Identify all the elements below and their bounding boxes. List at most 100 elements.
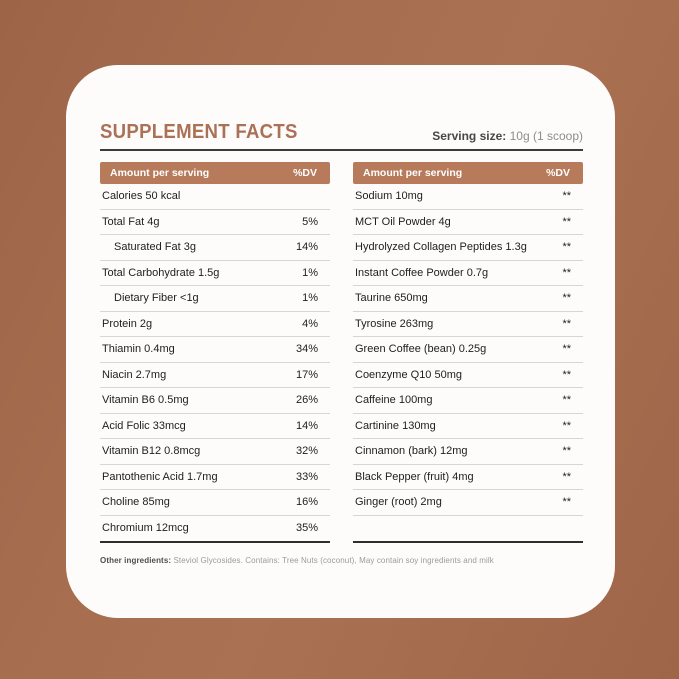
table-row: Black Pepper (fruit) 4mg ** xyxy=(353,465,583,490)
nutrient-name: Coenzyme Q10 50mg xyxy=(355,368,462,381)
nutrient-dv: 32% xyxy=(295,445,318,458)
rows-right: Sodium 10mg ** MCT Oil Powder 4g ** Hydrolyz… xyxy=(353,184,583,516)
nutrient-name: Choline 85mg xyxy=(102,496,170,509)
table-row: Pantothenic Acid 1.7mg 33% xyxy=(100,465,330,490)
nutrient-name: Sodium 10mg xyxy=(355,190,423,203)
nutrient-name: Niacin 2.7mg xyxy=(102,368,167,381)
amount-header-label: Amount per serving xyxy=(363,167,463,179)
nutrient-name: Vitamin B12 0.8mcg xyxy=(102,445,201,458)
nutrient-dv: ** xyxy=(562,292,571,305)
nutrient-dv: ** xyxy=(562,419,571,432)
table-row: Vitamin B12 0.8mcg 32% xyxy=(100,439,330,465)
nutrient-name: Cinnamon (bark) 12mg xyxy=(355,445,468,458)
nutrient-name: Protein 2g xyxy=(102,317,153,330)
nutrient-dv: ** xyxy=(562,266,571,279)
column-header-right: Amount per serving %DV xyxy=(353,162,583,184)
card-content: SUPPLEMENT FACTS Serving size: 10g (1 sc… xyxy=(100,65,583,565)
nutrient-name: Tyrosine 263mg xyxy=(355,317,434,330)
nutrient-dv: ** xyxy=(562,445,571,458)
nutrient-name: Hydrolyzed Collagen Peptides 1.3g xyxy=(355,241,527,254)
column-header-left: Amount per serving %DV xyxy=(100,162,330,184)
nutrient-name: MCT Oil Powder 4g xyxy=(355,215,451,228)
nutrient-dv: ** xyxy=(562,394,571,407)
nutrient-name: Vitamin B6 0.5mg xyxy=(102,394,189,407)
table-row: Ginger (root) 2mg ** xyxy=(353,490,583,516)
nutrient-name: Dietary Fiber <1g xyxy=(114,292,199,305)
table-row: Tyrosine 263mg ** xyxy=(353,312,583,337)
serving-size: Serving size: 10g (1 scoop) xyxy=(432,129,583,144)
nutrient-name: Saturated Fat 3g xyxy=(114,241,196,254)
table-row: Acid Folic 33mcg 14% xyxy=(100,414,330,439)
dv-header-label: %DV xyxy=(293,167,317,179)
table-row: MCT Oil Powder 4g ** xyxy=(353,210,583,235)
nutrient-name: Total Fat 4g xyxy=(102,215,160,228)
table-row: Instant Coffee Powder 0.7g ** xyxy=(353,261,583,286)
table-row: Cartinine 130mg ** xyxy=(353,414,583,439)
table-row: Choline 85mg 16% xyxy=(100,490,330,516)
table-row: Calories 50 kcal xyxy=(100,184,330,210)
nutrient-dv: 5% xyxy=(302,215,318,228)
amount-header-label: Amount per serving xyxy=(110,167,210,179)
nutrient-name: Total Carbohydrate 1.5g xyxy=(102,266,220,279)
serving-size-value: 10g (1 scoop) xyxy=(509,129,583,143)
nutrient-dv: 14% xyxy=(295,419,318,432)
nutrient-name: Ginger (root) 2mg xyxy=(355,496,442,509)
table-row: Saturated Fat 3g 14% xyxy=(100,235,330,261)
table-row: Total Carbohydrate 1.5g 1% xyxy=(100,261,330,286)
table-row: Niacin 2.7mg 17% xyxy=(100,363,330,388)
nutrient-dv: 34% xyxy=(295,343,318,356)
rows-left: Calories 50 kcal Total Fat 4g 5% Saturated … xyxy=(100,184,330,541)
nutrient-dv: ** xyxy=(562,317,571,330)
table-row: Coenzyme Q10 50mg ** xyxy=(353,363,583,388)
table-row: Dietary Fiber <1g 1% xyxy=(100,286,330,312)
nutrient-dv: ** xyxy=(562,190,571,203)
table-row: Green Coffee (bean) 0.25g ** xyxy=(353,337,583,363)
nutrient-dv: ** xyxy=(562,496,571,509)
page-title: SUPPLEMENT FACTS xyxy=(100,121,298,143)
table-row: Chromium 12mcg 35% xyxy=(100,516,330,542)
nutrient-dv: 33% xyxy=(295,470,318,483)
nutrient-dv: ** xyxy=(562,470,571,483)
nutrient-dv: 35% xyxy=(295,522,318,535)
dv-header-label: %DV xyxy=(546,167,570,179)
nutrient-name: Thiamin 0.4mg xyxy=(102,343,175,356)
nutrient-name: Taurine 650mg xyxy=(355,292,428,305)
nutrient-dv: 16% xyxy=(295,496,318,509)
nutrient-dv: 26% xyxy=(295,394,318,407)
header-row: SUPPLEMENT FACTS Serving size: 10g (1 sc… xyxy=(100,121,583,151)
nutrient-dv: 4% xyxy=(302,317,318,330)
other-ingredients-note: Other ingredients: Steviol Glycosides. C… xyxy=(100,556,583,565)
nutrient-name: Cartinine 130mg xyxy=(355,419,436,432)
table-row: Protein 2g 4% xyxy=(100,312,330,337)
nutrient-name: Caffeine 100mg xyxy=(355,394,433,407)
nutrient-dv: ** xyxy=(562,215,571,228)
nutrient-name: Instant Coffee Powder 0.7g xyxy=(355,266,489,279)
nutrient-name: Pantothenic Acid 1.7mg xyxy=(102,470,218,483)
nutrient-name: Acid Folic 33mcg xyxy=(102,419,186,432)
table-row: Sodium 10mg ** xyxy=(353,184,583,210)
table-row: Caffeine 100mg ** xyxy=(353,388,583,414)
nutrient-dv: 1% xyxy=(302,266,318,279)
nutrient-name: Green Coffee (bean) 0.25g xyxy=(355,343,487,356)
table-row: Vitamin B6 0.5mg 26% xyxy=(100,388,330,414)
facts-column-right: Amount per serving %DV Sodium 10mg ** MCT … xyxy=(353,162,583,543)
supplement-facts-card: SUPPLEMENT FACTS Serving size: 10g (1 sc… xyxy=(66,65,615,618)
nutrient-name: Chromium 12mcg xyxy=(102,522,189,535)
other-ingredients-label: Other ingredients: xyxy=(100,556,172,565)
other-ingredients-text: Steviol Glycosides. Contains: Tree Nuts … xyxy=(173,556,494,565)
facts-tables: Amount per serving %DV Calories 50 kcal T… xyxy=(100,162,583,543)
table-row: Thiamin 0.4mg 34% xyxy=(100,337,330,363)
table-row: Hydrolyzed Collagen Peptides 1.3g ** xyxy=(353,235,583,261)
facts-column-left: Amount per serving %DV Calories 50 kcal T… xyxy=(100,162,330,543)
table-row: Taurine 650mg ** xyxy=(353,286,583,312)
spacer-row xyxy=(353,516,583,541)
table-row: Total Fat 4g 5% xyxy=(100,210,330,235)
nutrient-dv: 1% xyxy=(302,292,318,305)
serving-size-label: Serving size: xyxy=(432,129,507,143)
table-row: Cinnamon (bark) 12mg ** xyxy=(353,439,583,465)
nutrient-dv: ** xyxy=(562,241,571,254)
nutrient-dv: 14% xyxy=(295,241,318,254)
nutrient-dv: ** xyxy=(562,343,571,356)
nutrient-dv: 17% xyxy=(295,368,318,381)
nutrient-dv: ** xyxy=(562,368,571,381)
